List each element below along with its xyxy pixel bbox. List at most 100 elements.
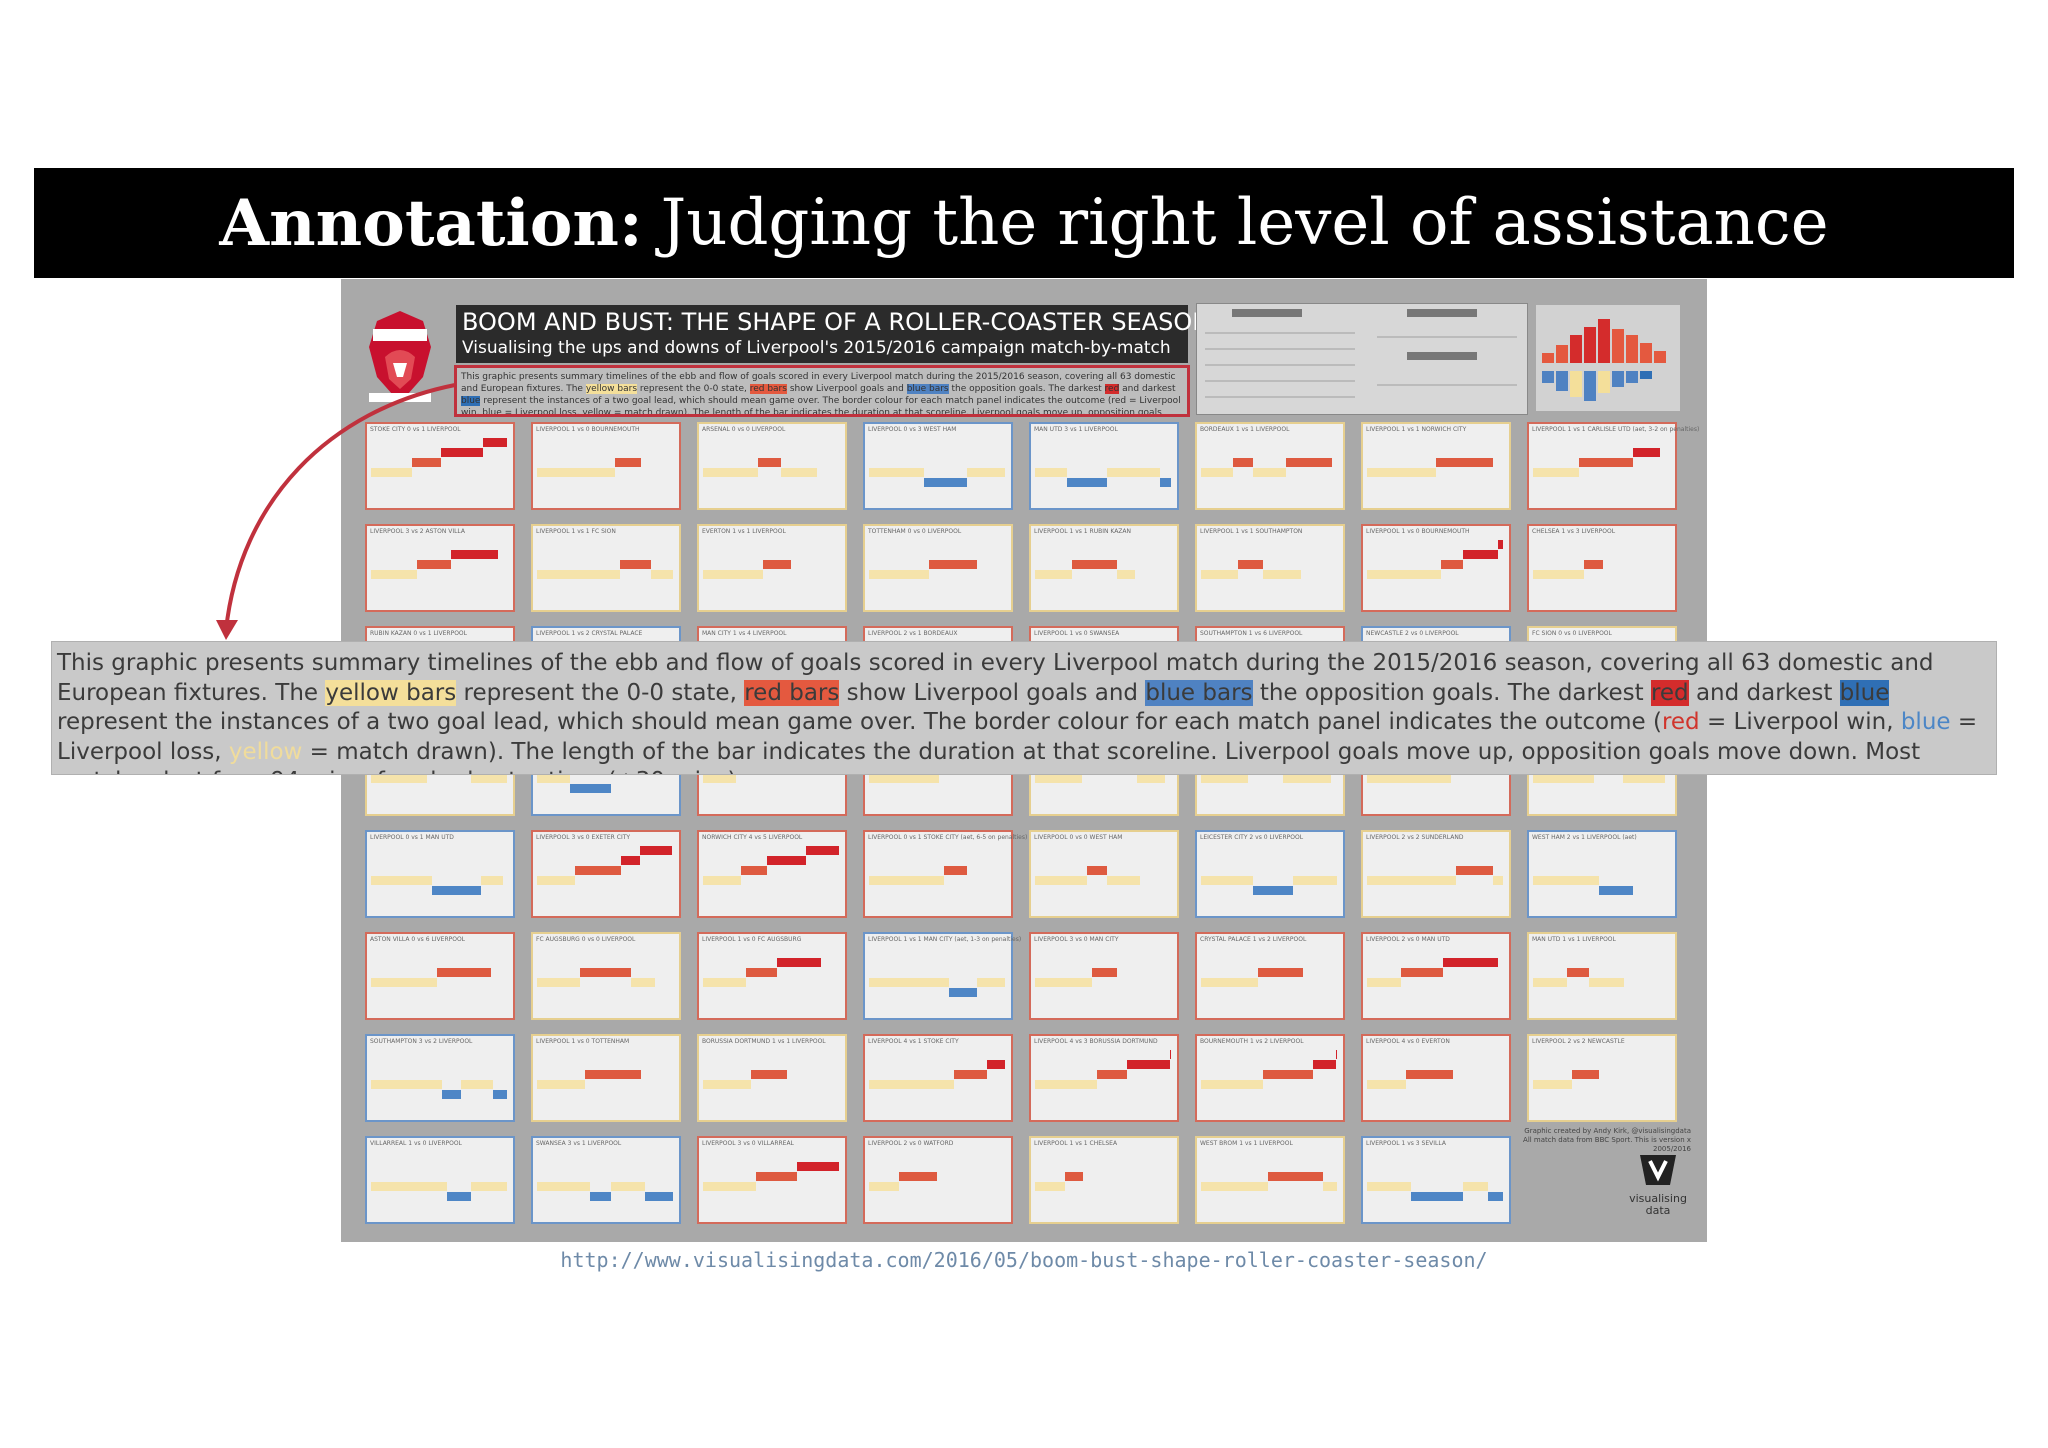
timeline-bar [1323,1182,1337,1191]
visualising-data-logo: visualising data [1628,1151,1688,1217]
desc-blue-bars: blue bars [906,384,949,394]
desc-red-bars: red bars [749,384,787,394]
match-panel: LIVERPOOL 3 vs 0 VILLARREAL [697,1136,847,1224]
timeline-bar [471,774,507,783]
timeline-bar [1107,468,1160,477]
timeline-bar [412,458,441,467]
big-blue-eq: blue [1900,709,1951,735]
summary-bar [1612,329,1624,363]
enlarged-description: This graphic presents summary timelines … [51,641,1997,775]
match-panel-title: LIVERPOOL 0 vs 1 MAN UTD [370,834,454,841]
match-panel-title: LIVERPOOL 1 vs 2 CRYSTAL PALACE [536,630,643,637]
match-panel: MAN UTD 3 vs 1 LIVERPOOL [1029,422,1179,510]
big-desc-text: = Liverpool loss, [57,709,1978,765]
match-panel: LIVERPOOL 1 vs 1 RUBIN KAZAN [1029,524,1179,612]
timeline-bar [1488,1192,1503,1201]
summary-bar [1598,319,1610,363]
desc-yellow-eq: yellow [582,408,612,417]
timeline-bar-nil [703,978,746,987]
match-panel: LIVERPOOL 3 vs 0 MAN CITY [1029,932,1179,1020]
desc-text: the opposition goals. The darkest [948,384,1105,394]
summary-bar [1654,351,1666,363]
timeline-bar [1137,774,1165,783]
logo-text: visualising [1629,1192,1687,1205]
slide-title-text: Judging the right level of assistance [660,186,1829,260]
desc-dark-blue: blue [461,396,481,406]
timeline-bar-nil [1533,978,1567,987]
timeline-bar-nil [703,1182,756,1191]
match-panel-title: LIVERPOOL 0 vs 3 WEST HAM [868,426,957,433]
match-panel: LIVERPOOL 2 vs 2 SUNDERLAND [1361,830,1511,918]
match-panel: LIVERPOOL 0 vs 1 MAN UTD [365,830,515,918]
timeline-bar-nil [1533,774,1594,783]
match-panel: LIVERPOOL 2 vs 2 NEWCASTLE [1527,1034,1677,1122]
match-panel: LIVERPOOL 1 vs 0 FC AUGSBURG [697,932,847,1020]
timeline-bar [471,1182,507,1191]
timeline-bar-nil [1367,978,1401,987]
timeline-bar [1498,540,1503,549]
timeline-bar-nil [1035,876,1087,885]
desc-text: represent the instances of a two goal le… [480,396,1112,406]
match-panel-title: SOUTHAMPTON 3 vs 2 LIVERPOOL [370,1038,473,1045]
timeline-bar [899,1172,937,1181]
match-panel: LIVERPOOL 0 vs 1 STOKE CITY (aet, 6-5 on… [863,830,1027,918]
timeline-bar-nil [1035,570,1072,579]
timeline-bar-nil [1201,1182,1268,1191]
timeline-bar [611,1182,645,1191]
timeline-bar-nil [1367,1080,1406,1089]
timeline-bar [621,856,640,865]
timeline-bar [987,1060,1005,1069]
timeline-bar-nil [1201,570,1238,579]
timeline-bar-nil [1367,774,1451,783]
match-panel: LIVERPOOL 1 vs 1 MAN CITY (aet, 1-3 on p… [863,932,1021,1020]
match-panel: LIVERPOOL 1 vs 0 BOURNEMOUTH [531,422,681,510]
match-panel-title: EVERTON 1 vs 1 LIVERPOOL [702,528,786,535]
desc-text: represent the 0-0 state, [637,384,750,394]
timeline-bar-nil [703,468,758,477]
stats-row [1205,332,1355,334]
timeline-bar [977,978,1005,987]
timeline-bar-nil [1367,570,1441,579]
desc-red-eq: red [1111,396,1127,406]
timeline-bar [461,1080,493,1089]
timeline-bar-nil [537,1182,590,1191]
match-panel-title: RUBIN KAZAN 0 vs 1 LIVERPOOL [370,630,468,637]
timeline-bar [1286,458,1332,467]
match-panel-title: LIVERPOOL 4 vs 1 STOKE CITY [868,1038,959,1045]
desc-text: show Liverpool goals and [786,384,907,394]
match-panel: LIVERPOOL 1 vs 3 SEVILLA [1361,1136,1511,1224]
match-panel-title: FC AUGSBURG 0 vs 0 LIVERPOOL [536,936,636,943]
source-url[interactable]: http://www.visualisingdata.com/2016/05/b… [560,1248,1488,1272]
stats-row [1205,380,1355,382]
stats-row [1377,384,1517,386]
visualising-data-icon [1640,1155,1676,1185]
big-yellow-eq: yellow [228,738,303,765]
match-panel-title: LIVERPOOL 0 vs 1 STOKE CITY (aet, 6-5 on… [868,834,1028,841]
summary-bar [1612,371,1624,387]
match-panel: LEICESTER CITY 2 vs 0 LIVERPOOL [1195,830,1345,918]
summary-bar [1626,335,1638,363]
match-panel: LIVERPOOL 1 vs 1 SOUTHAMPTON [1195,524,1345,612]
poster-title: BOOM AND BUST: THE SHAPE OF A ROLLER-COA… [462,308,1211,336]
match-panel: TOTTENHAM 0 vs 0 LIVERPOOL [863,524,1013,612]
match-panel-title: MAN UTD 1 vs 1 LIVERPOOL [1532,936,1616,943]
infographic-poster: BOOM AND BUST: THE SHAPE OF A ROLLER-COA… [341,279,1707,1242]
timeline-bar [1599,886,1633,895]
big-red-bars: red bars [744,679,840,706]
timeline-bar [1087,866,1107,875]
summary-bar [1598,371,1610,393]
poster-description-box: This graphic presents summary timelines … [454,365,1190,417]
match-panel-title: BOURNEMOUTH 1 vs 2 LIVERPOOL [1200,1038,1304,1045]
timeline-bar [1065,1172,1083,1181]
match-panel: NORWICH CITY 4 vs 5 LIVERPOOL [697,830,847,918]
timeline-bar-nil [537,570,620,579]
timeline-bar [590,1192,611,1201]
match-panel: SOUTHAMPTON 3 vs 2 LIVERPOOL [365,1034,515,1122]
timeline-bar [1092,968,1117,977]
timeline-bar [640,846,672,855]
match-panel-title: LIVERPOOL 1 vs 1 RUBIN KAZAN [1034,528,1132,535]
match-panel-title: LIVERPOOL 3 vs 2 ASTON VILLA [370,528,466,535]
timeline-bar-nil [537,876,575,885]
timeline-bar [1072,560,1117,569]
